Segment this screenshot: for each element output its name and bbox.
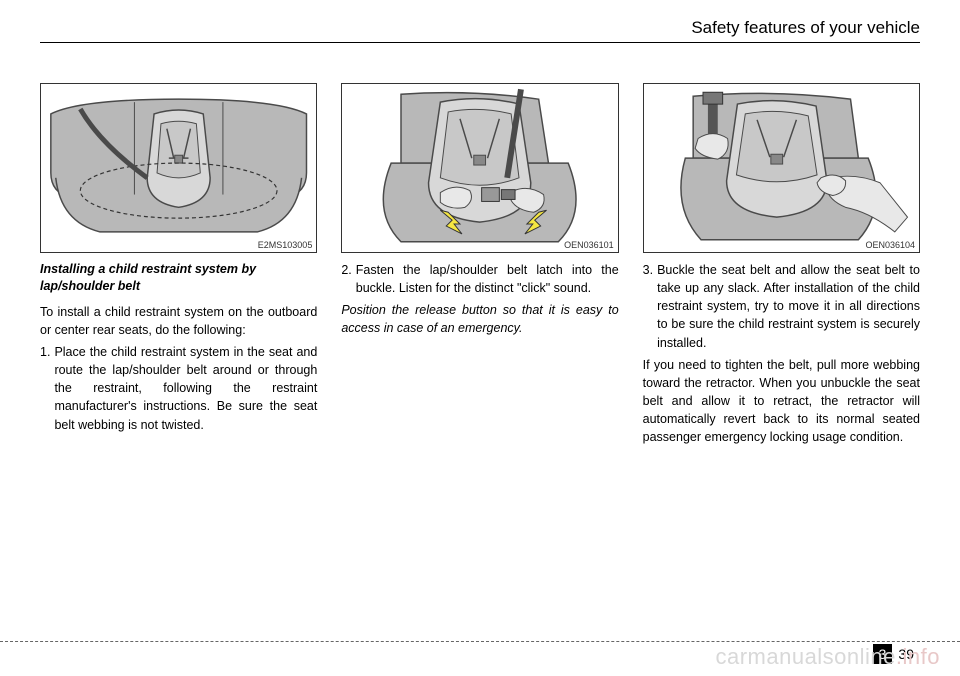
col3-para: If you need to tighten the belt, pull mo… (643, 356, 920, 447)
col2-note: Position the release button so that it i… (341, 301, 618, 337)
section-number: 3 (873, 644, 893, 664)
col1-step: 1. Place the child restraint system in t… (40, 343, 317, 434)
figure-2-code: OEN036101 (564, 240, 614, 250)
column-1: E2MS103005 Installing a child restraint … (40, 83, 317, 450)
col1-intro-text: To install a child restraint system on t… (40, 303, 317, 339)
col2-step: 2. Fasten the lap/shoulder belt latch in… (341, 261, 618, 297)
col3-para-text: If you need to tighten the belt, pull mo… (643, 356, 920, 447)
figure-3: OEN036104 (643, 83, 920, 253)
content-columns: E2MS103005 Installing a child restraint … (40, 83, 920, 450)
column-2: OEN036101 2. Fasten the lap/shoulder bel… (341, 83, 618, 450)
page-number-value: 39 (892, 644, 920, 664)
page-header: Safety features of your vehicle (40, 18, 920, 43)
col3-step-num: 3. (643, 261, 657, 352)
figure-3-code: OEN036104 (865, 240, 915, 250)
col2-step-num: 2. (341, 261, 355, 297)
watermark-main: carmanualsonline (715, 644, 895, 669)
col3-step-text: Buckle the seat belt and allow the seat … (657, 261, 920, 352)
column-3: OEN036104 3. Buckle the seat belt and al… (643, 83, 920, 450)
page-number: 3 39 (873, 644, 920, 664)
header-title: Safety features of your vehicle (691, 18, 920, 37)
footer-divider (0, 641, 960, 642)
col1-step-num: 1. (40, 343, 54, 434)
figure-2: OEN036101 (341, 83, 618, 253)
col2-step-text: Fasten the lap/shoulder belt latch into … (356, 261, 619, 297)
col1-step-text: Place the child restraint system in the … (54, 343, 317, 434)
col3-step: 3. Buckle the seat belt and allow the se… (643, 261, 920, 352)
figure-1-code: E2MS103005 (258, 240, 313, 250)
figure-1: E2MS103005 (40, 83, 317, 253)
col1-subhead: Installing a child restraint system by l… (40, 261, 317, 295)
col1-intro: To install a child restraint system on t… (40, 303, 317, 339)
